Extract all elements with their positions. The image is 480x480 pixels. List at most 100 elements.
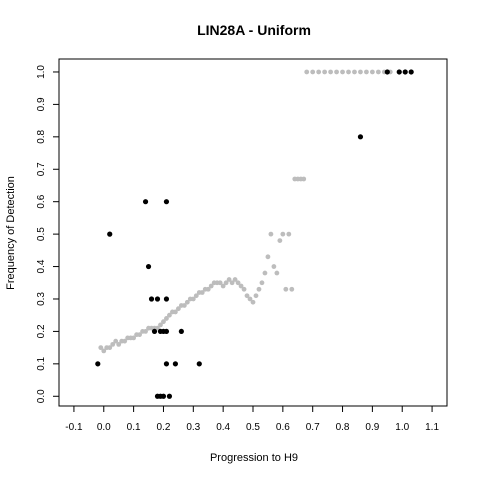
data-point xyxy=(196,361,202,367)
data-point xyxy=(226,277,232,282)
data-point xyxy=(262,270,268,276)
data-point xyxy=(244,293,250,299)
data-layer xyxy=(95,69,414,399)
data-point xyxy=(334,69,339,75)
data-point xyxy=(369,69,375,75)
data-point xyxy=(396,69,402,75)
data-point xyxy=(163,328,170,335)
data-point xyxy=(158,322,163,328)
data-point xyxy=(95,361,101,367)
y-tick-label: 0.4 xyxy=(36,259,47,273)
data-point xyxy=(241,286,247,292)
data-point xyxy=(375,69,381,75)
data-point xyxy=(199,290,205,295)
data-point xyxy=(289,286,295,292)
x-tick-label: 0.4 xyxy=(216,422,230,433)
data-point xyxy=(167,312,172,318)
data-point xyxy=(148,296,155,302)
data-point xyxy=(408,69,414,75)
series-0 xyxy=(98,69,393,354)
data-point xyxy=(208,283,214,289)
data-point xyxy=(229,280,235,286)
data-point xyxy=(357,134,364,140)
data-point xyxy=(304,69,310,75)
data-point xyxy=(143,329,148,334)
data-point xyxy=(283,286,289,292)
data-point xyxy=(259,280,265,286)
data-point xyxy=(107,231,113,237)
data-point xyxy=(322,69,328,75)
y-axis-label: Frequency of Detection xyxy=(5,176,17,290)
data-point xyxy=(175,306,181,312)
y-tick-label: 0.1 xyxy=(36,356,47,370)
x-tick-label: 0.1 xyxy=(127,422,141,433)
data-point xyxy=(160,393,167,399)
x-tick-label: 0.2 xyxy=(157,422,171,433)
data-point xyxy=(402,69,408,75)
data-point xyxy=(250,299,256,305)
data-point xyxy=(217,280,223,286)
data-point xyxy=(178,328,184,335)
series-1 xyxy=(95,69,414,399)
data-point xyxy=(98,345,104,351)
data-point xyxy=(172,361,178,367)
data-point xyxy=(358,69,363,75)
data-point xyxy=(316,69,322,75)
data-point xyxy=(364,69,369,75)
y-tick-label: 0.6 xyxy=(36,194,47,208)
y-tick-label: 0.7 xyxy=(36,162,47,176)
data-point xyxy=(131,335,137,341)
data-point xyxy=(107,345,113,351)
x-tick-label: -0.1 xyxy=(65,422,83,433)
data-point xyxy=(265,254,271,260)
x-tick-label: 0.8 xyxy=(336,422,350,433)
data-point xyxy=(181,303,187,308)
data-point xyxy=(173,309,178,315)
data-point xyxy=(205,286,211,292)
data-point xyxy=(161,319,166,325)
data-point xyxy=(145,263,152,270)
y-tick-label: 0.0 xyxy=(36,389,47,403)
x-tick-label: 0.9 xyxy=(365,422,379,433)
data-point xyxy=(384,69,390,75)
data-point xyxy=(184,299,190,305)
x-tick-label: 0.3 xyxy=(186,422,200,433)
data-point xyxy=(163,199,170,205)
y-tick-label: 0.3 xyxy=(36,292,47,306)
x-tick-label: 1.0 xyxy=(395,422,409,433)
data-point xyxy=(142,199,149,205)
data-point xyxy=(301,176,307,182)
x-axis: -0.1 0.0 0.1 0.2 0.3 0.4 0.5 0.6 0.7 0.8 0.9 1.0 1.1 xyxy=(65,406,439,433)
data-point xyxy=(256,286,262,292)
data-point xyxy=(101,348,107,354)
data-point xyxy=(154,296,161,302)
x-tick-label: 1.1 xyxy=(425,422,439,433)
data-point xyxy=(137,332,142,338)
data-point xyxy=(238,283,244,289)
data-point xyxy=(113,338,119,344)
y-tick-label: 0.5 xyxy=(36,227,47,241)
data-point xyxy=(155,325,160,331)
data-point xyxy=(164,316,169,321)
data-point xyxy=(235,280,241,286)
data-point xyxy=(223,280,229,286)
data-point xyxy=(352,69,357,75)
x-tick-label: 0.7 xyxy=(306,422,320,433)
y-tick-label: 0.2 xyxy=(36,324,47,338)
x-tick-label: 0.6 xyxy=(276,422,290,433)
x-tick-label: 0.5 xyxy=(246,422,260,433)
data-point xyxy=(166,393,173,399)
data-point xyxy=(277,238,283,244)
data-point xyxy=(110,341,116,347)
data-point xyxy=(268,231,274,237)
data-point xyxy=(340,69,345,75)
data-point xyxy=(346,69,351,75)
y-axis: 0.0 0.1 0.2 0.3 0.4 0.5 0.6 0.7 0.8 0.9 1.0 xyxy=(36,65,59,403)
data-point xyxy=(116,341,122,347)
data-point xyxy=(220,283,226,289)
y-tick-label: 0.8 xyxy=(36,129,47,143)
x-tick-label: 0.0 xyxy=(97,422,111,433)
x-axis-label: Progression to H9 xyxy=(210,452,298,464)
plot-frame xyxy=(58,58,448,407)
